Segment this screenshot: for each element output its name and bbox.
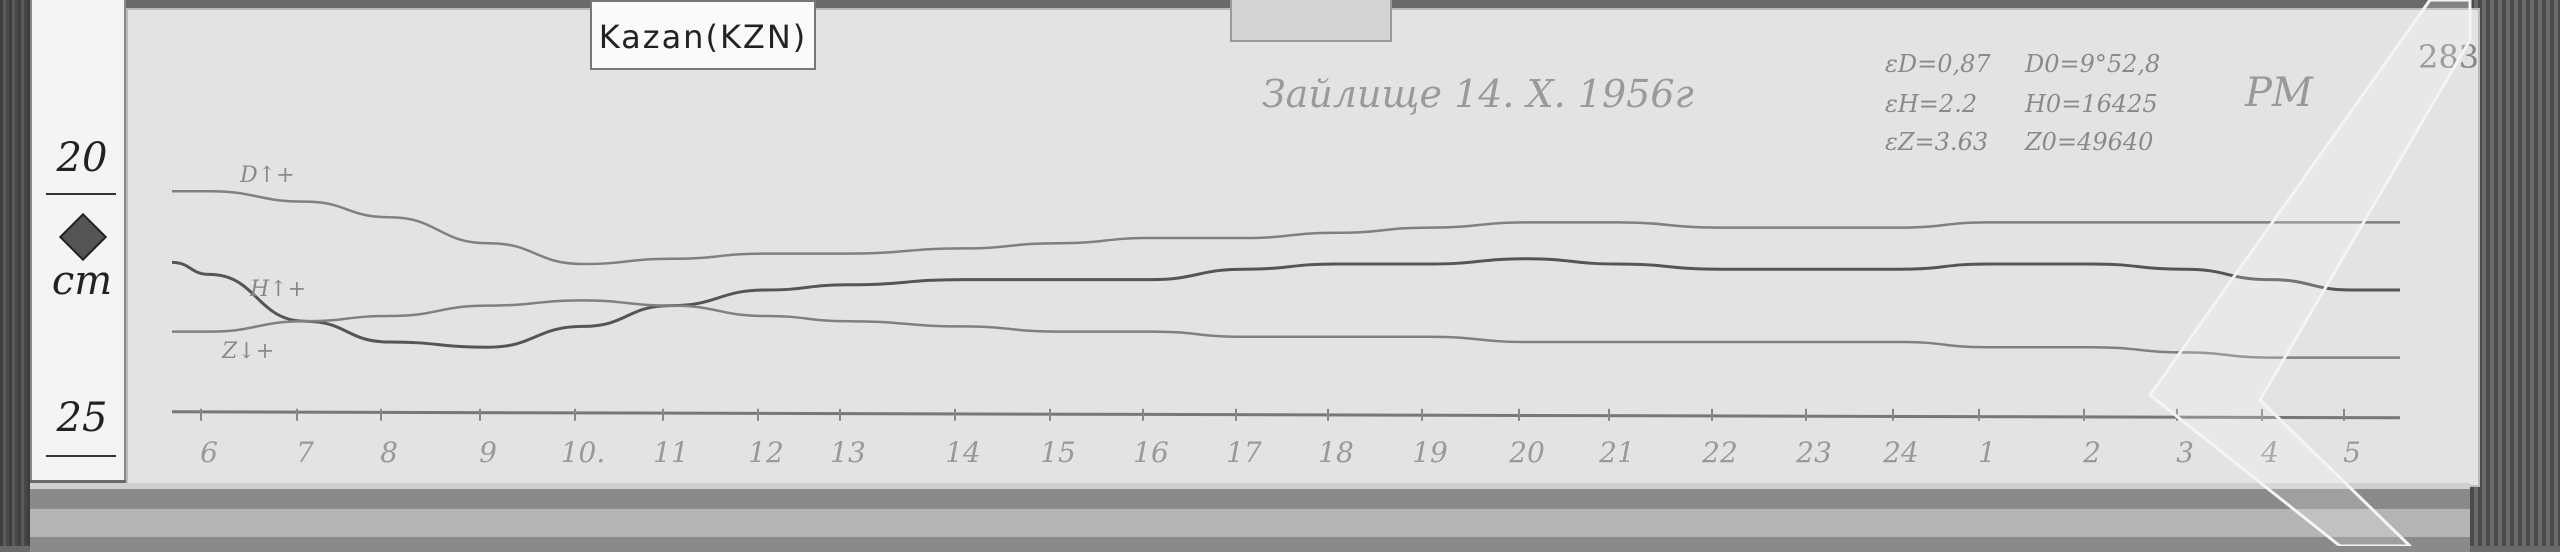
hour-label: 7 xyxy=(296,436,314,469)
hour-label: 19 xyxy=(1412,436,1448,469)
hour-label: 24 xyxy=(1882,436,1919,469)
hour-label: 4 xyxy=(2260,436,2279,469)
hour-label: 14 xyxy=(945,436,981,469)
scale-value: D0=9°52,8 xyxy=(2025,50,2161,78)
hour-label: 21 xyxy=(1598,436,1635,469)
hour-label: 3 xyxy=(2176,436,2194,469)
trace-d xyxy=(172,189,2400,266)
date-note: Зайлище 14. X. 1956г xyxy=(1262,72,1694,116)
bottom-strip xyxy=(30,509,2470,537)
bottom-frame xyxy=(30,483,2470,552)
series-label-z: Z↓+ xyxy=(221,339,274,364)
paper-clip xyxy=(1230,0,1392,42)
triangle-ruler xyxy=(2147,0,2472,546)
scale-value: Z0=49640 xyxy=(2025,128,2154,156)
hour-label: 15 xyxy=(1040,436,1076,469)
scale-value: H0=16425 xyxy=(2025,90,2158,118)
wooden-frame-right xyxy=(2470,0,2560,546)
trace-z xyxy=(172,299,2400,359)
cm-ruler: 20 cm 25 xyxy=(30,0,126,480)
hour-label: 8 xyxy=(380,436,398,469)
hour-label: 11 xyxy=(653,436,689,469)
hour-label: 23 xyxy=(1795,436,1832,469)
scale-value: εD=0,87 xyxy=(1885,50,1991,78)
hour-label: 13 xyxy=(830,436,866,469)
ruler-label-25: 25 xyxy=(56,395,108,441)
ruler-label-20: 20 xyxy=(56,135,108,181)
scale-value: εH=2.2 xyxy=(1885,90,1978,118)
hour-label: 16 xyxy=(1133,436,1169,469)
hour-label: 17 xyxy=(1226,436,1262,469)
scale-value: εZ=3.63 xyxy=(1885,128,1989,156)
series-label-d: D↑+ xyxy=(239,163,295,188)
hour-label: 2 xyxy=(2082,436,2101,469)
hour-label: 20 xyxy=(1508,436,1545,469)
wooden-frame-left xyxy=(0,0,30,546)
baseline xyxy=(171,410,2401,420)
series-label-h: H↑+ xyxy=(249,277,306,302)
hour-label: 22 xyxy=(1701,436,1738,469)
station-label: Kazan(KZN) xyxy=(590,0,816,70)
hour-label: 9 xyxy=(479,436,497,469)
hour-label: 5 xyxy=(2343,436,2361,469)
hour-label: 1 xyxy=(1978,436,1996,469)
hour-label: 12 xyxy=(748,436,784,469)
trace-h xyxy=(171,257,2400,349)
initials: РМ xyxy=(2245,70,2313,116)
hour-label: 18 xyxy=(1318,436,1354,469)
ruler-unit: cm xyxy=(51,258,113,304)
hour-label: 10. xyxy=(561,436,606,469)
ruler-divider xyxy=(46,455,116,457)
hour-label: 6 xyxy=(200,436,218,469)
ruler-divider xyxy=(46,193,116,195)
